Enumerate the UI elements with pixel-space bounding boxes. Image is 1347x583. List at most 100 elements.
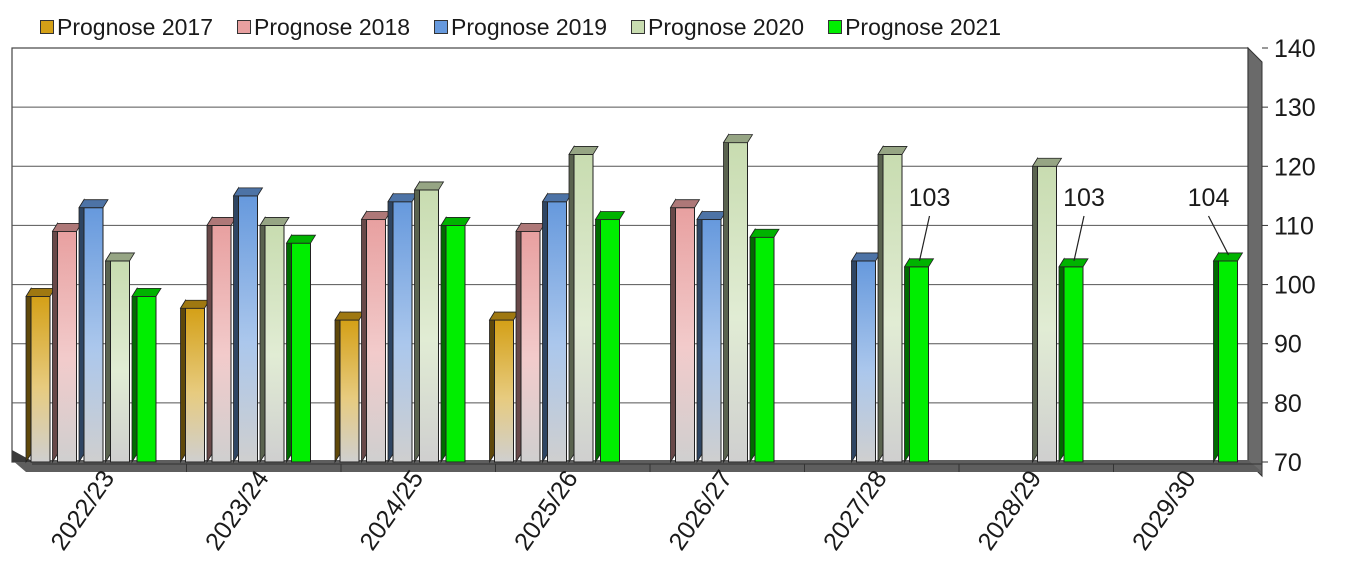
bar-front xyxy=(675,207,695,463)
bar-top xyxy=(1031,157,1063,167)
bar-front xyxy=(1218,260,1238,463)
legend-label: Prognose 2018 xyxy=(254,13,411,40)
legend-swatch xyxy=(237,20,252,34)
legend-item-prognose-2018: Prognose 2018 xyxy=(237,14,410,41)
bar-top xyxy=(285,234,317,244)
bar-front xyxy=(392,201,413,463)
bar-prognose-2017-2025-26 xyxy=(488,310,520,464)
bar-prognose-2021-2029-30 xyxy=(1212,251,1244,464)
bar-prognose-2021-2024-25 xyxy=(440,216,471,464)
bar-prognose-2017-2023-24 xyxy=(179,298,211,464)
y-tick-label: 90 xyxy=(1274,331,1302,359)
data-label-leader xyxy=(918,215,931,261)
y-tick-label: 140 xyxy=(1274,35,1316,63)
bar-top xyxy=(488,311,520,321)
bar-side xyxy=(1032,156,1038,464)
bar-side xyxy=(723,133,729,464)
bar-side xyxy=(233,186,239,464)
bar-side xyxy=(105,251,111,464)
bar-top xyxy=(903,258,935,268)
bar-side xyxy=(696,210,703,464)
bar-prognose-2018-2026-27 xyxy=(669,198,701,464)
bar-side xyxy=(489,310,495,464)
data-label-leader xyxy=(1207,215,1230,256)
bar-top xyxy=(51,222,83,232)
bar-top xyxy=(334,311,365,321)
bar-front xyxy=(264,224,285,463)
bar-front xyxy=(1063,266,1084,463)
bar-front xyxy=(110,260,130,463)
y-tick-label: 120 xyxy=(1274,153,1316,181)
bar-front xyxy=(754,236,775,463)
bar-top xyxy=(206,217,237,226)
legend-swatch xyxy=(434,20,449,34)
bar-front xyxy=(238,195,258,463)
x-tick-label: 2023/24 xyxy=(200,465,275,555)
bar-side xyxy=(206,216,213,464)
bar-top xyxy=(515,222,546,232)
legend-label: Prognose 2019 xyxy=(451,13,608,40)
bar-front xyxy=(701,219,722,463)
bar-side xyxy=(286,233,292,464)
bar-prognose-2017-2022-23 xyxy=(25,287,56,464)
bar-front xyxy=(445,224,466,463)
legend-item-prognose-2019: Prognose 2019 xyxy=(434,14,607,41)
y-tick-label: 100 xyxy=(1274,272,1316,300)
bar-front xyxy=(600,219,620,463)
bar-prognose-2019-2027-28 xyxy=(850,251,882,464)
bar-front xyxy=(136,295,157,463)
bar-prognose-2019-2022-23 xyxy=(78,198,109,464)
bar-side xyxy=(670,198,676,464)
bar-front xyxy=(366,219,386,463)
bar-prognose-2018-2024-25 xyxy=(360,210,392,464)
bar-top xyxy=(413,181,445,191)
bar-front xyxy=(291,242,311,463)
bar-top xyxy=(541,193,573,203)
bar-top xyxy=(440,217,471,226)
bar-prognose-2020-2027-28 xyxy=(877,145,908,464)
bar-top xyxy=(749,228,780,238)
bar-top xyxy=(594,211,626,220)
y-tick-label: 110 xyxy=(1274,212,1314,240)
bar-side xyxy=(259,216,266,464)
bar-side xyxy=(542,192,548,464)
bar-side xyxy=(334,310,341,464)
bar-top xyxy=(78,199,109,209)
bar-front xyxy=(1037,165,1057,463)
bar-top xyxy=(1212,252,1244,262)
bar-side xyxy=(904,257,910,464)
bar-prognose-2021-2026-27 xyxy=(749,227,780,464)
legend-swatch xyxy=(40,20,54,34)
bar-side xyxy=(1213,251,1219,464)
bar-top xyxy=(696,211,727,220)
bar-front xyxy=(728,142,748,463)
bar-top xyxy=(568,146,599,155)
bar-prognose-2020-2028-29 xyxy=(1031,156,1063,464)
data-label: 104 xyxy=(1188,184,1230,212)
bar-side xyxy=(131,287,138,464)
bar-front xyxy=(909,266,929,463)
bar-front xyxy=(494,319,514,463)
bar-front xyxy=(211,224,232,463)
bar-prognose-2019-2024-25 xyxy=(387,192,418,464)
floor-left-edge xyxy=(12,450,34,462)
bar-top xyxy=(360,211,392,220)
bar-front xyxy=(30,295,51,463)
bar-top xyxy=(877,146,908,155)
bar-prognose-2021-2023-24 xyxy=(285,233,317,464)
bar-top xyxy=(850,252,882,262)
legend-item-prognose-2017: Prognose 2017 xyxy=(40,14,213,41)
bar-prognose-2018-2022-23 xyxy=(51,221,83,464)
bar-side xyxy=(595,210,601,464)
bar-prognose-2018-2025-26 xyxy=(515,221,546,464)
data-label: 103 xyxy=(1063,184,1105,212)
bar-front xyxy=(419,189,439,463)
bar-side xyxy=(180,298,186,464)
bar-top xyxy=(1058,258,1089,268)
bar-front xyxy=(573,153,594,463)
x-tick-label: 2025/26 xyxy=(509,465,584,555)
bar-top xyxy=(25,287,56,297)
data-label: 103 xyxy=(909,184,951,212)
bar-front xyxy=(83,207,104,463)
bar-front xyxy=(339,319,360,463)
